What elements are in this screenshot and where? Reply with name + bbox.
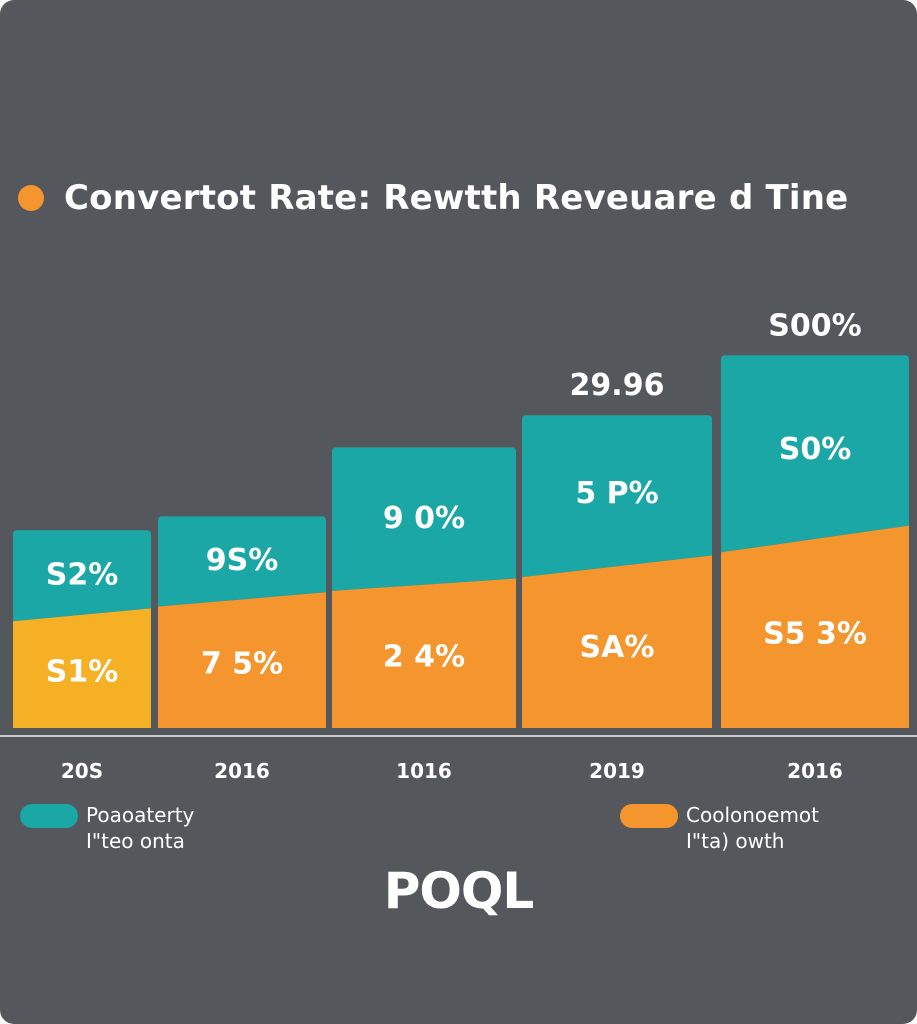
legend-swatch-orange — [620, 804, 678, 828]
bar-label-orange: S5 3% — [763, 616, 867, 651]
bar-segment-teal — [332, 447, 516, 591]
x-tick-label: 2016 — [214, 759, 270, 783]
chart-header: Convertot Rate: Rewtth Reveuare d Tine — [18, 178, 848, 218]
legend-label-teal: Poaoaterty I"teo onta — [86, 803, 195, 853]
chart-title: Convertot Rate: Rewtth Reveuare d Tine — [64, 178, 849, 218]
legend-swatch-teal — [20, 804, 78, 828]
bar-segment-orange — [13, 608, 151, 728]
bar-total-label: 29.96 — [570, 368, 665, 403]
legend-item-orange: Coolonoemot I"ta) owth — [620, 802, 819, 854]
bar-segment-teal — [158, 516, 326, 607]
legend-label-orange: Coolonoemot I"ta) owth — [686, 803, 820, 853]
bar-label-teal: 9 0% — [383, 501, 465, 536]
brand-logo: POQL — [383, 862, 535, 920]
x-tick-label: 2019 — [589, 759, 645, 783]
bar-total-label: S00% — [768, 308, 861, 343]
bar-segment-teal — [522, 415, 712, 578]
legend-item-teal: Poaoaterty I"teo onta — [20, 802, 194, 854]
bar-label-orange: 7 5% — [201, 647, 283, 682]
x-tick-label: 1016 — [396, 759, 452, 783]
bar-label-orange: S1% — [46, 654, 119, 689]
bar-label-teal: 5 P% — [575, 476, 658, 511]
bar-segment-orange — [332, 578, 516, 728]
bar-segment-teal — [13, 530, 151, 622]
bar-label-orange: SA% — [580, 630, 655, 665]
bar-segment-orange — [158, 592, 326, 728]
bar-label-teal: 9S% — [206, 543, 279, 578]
bar-segment-teal — [721, 355, 909, 553]
bar-segment-orange — [522, 555, 712, 728]
bar-label-teal: S2% — [46, 558, 119, 593]
bar-label-teal: S0% — [779, 432, 852, 467]
x-tick-label: 20S — [61, 759, 103, 783]
bar-label-orange: 2 4% — [383, 639, 465, 674]
title-bullet-icon — [18, 185, 44, 211]
bar-segment-orange — [721, 525, 909, 728]
x-tick-label: 2016 — [787, 759, 843, 783]
